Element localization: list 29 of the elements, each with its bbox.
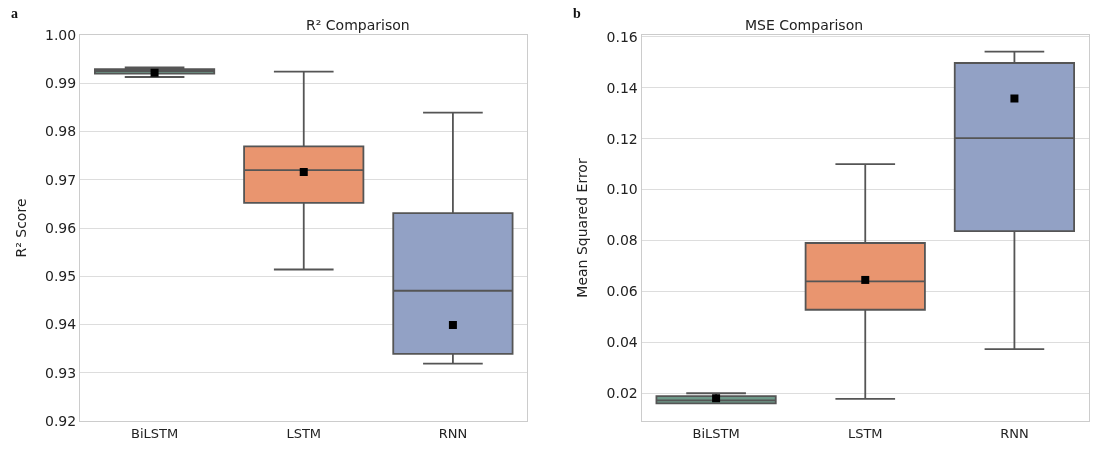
y-axis-title: Mean Squared Error [574, 158, 591, 298]
y-tick-label: 0.98 [45, 123, 77, 140]
y-tick-label: 0.97 [45, 171, 77, 188]
x-tick-label: LSTM [286, 425, 322, 441]
y-tick-label: 0.16 [606, 28, 638, 45]
y-tick-label: 0.94 [45, 316, 77, 333]
x-tick-label: RNN [438, 425, 468, 441]
text: a [11, 6, 18, 21]
y-tick-label: 0.06 [606, 283, 638, 300]
y-tick-label: 0.93 [45, 364, 77, 381]
chart-title: R² Comparison [306, 17, 410, 33]
y-tick-label: 0.92 [45, 412, 77, 429]
y-tick-label: 0.12 [606, 130, 638, 147]
y-axis-title: R² Score [12, 198, 29, 258]
x-tick-label: LSTM [847, 425, 883, 441]
chart-title: MSE Comparison [745, 17, 864, 33]
y-tick-label: 0.10 [606, 181, 638, 198]
y-tick-label: 0.99 [45, 75, 77, 92]
x-tick-label: BiLSTM [130, 425, 179, 441]
text: b [573, 6, 581, 21]
y-tick-label: 0.95 [45, 268, 77, 285]
y-tick-label: 1.00 [45, 26, 77, 43]
y-tick-label: 0.08 [606, 232, 638, 249]
y-tick-label: 0.96 [45, 219, 77, 236]
y-tick-label: 0.04 [606, 334, 638, 351]
x-tick-label: RNN [1000, 425, 1029, 441]
y-tick-label: 0.14 [606, 79, 638, 96]
x-tick-label: BiLSTM [692, 425, 740, 441]
y-tick-label: 0.02 [606, 385, 638, 402]
